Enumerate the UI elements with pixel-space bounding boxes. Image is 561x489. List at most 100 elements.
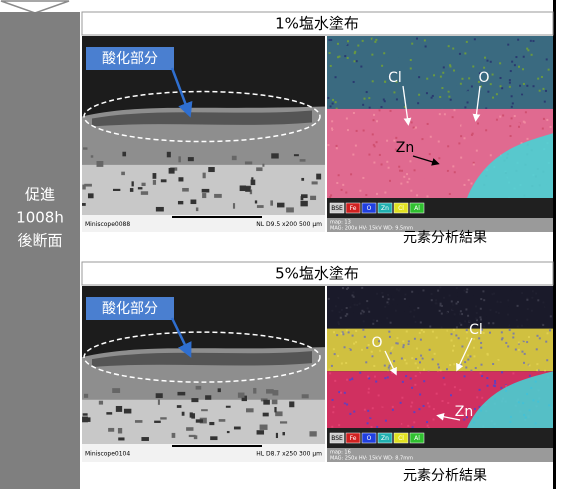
eds-speckle: [419, 332, 421, 334]
eds-speckle: [486, 349, 488, 351]
eds-speckle: [460, 166, 462, 168]
sem-grain: [272, 400, 278, 405]
eds-speckle: [547, 127, 549, 129]
eds-speckle: [386, 140, 388, 142]
eds-speckle: [347, 129, 349, 131]
eds-speckle: [359, 91, 361, 93]
eds-speckle: [444, 361, 446, 363]
eds-speckle: [466, 337, 468, 339]
eds-speckle: [523, 339, 525, 341]
eds-speckle: [453, 363, 455, 365]
eds-speckle: [329, 368, 331, 370]
eds-speckle: [439, 96, 441, 98]
eds-speckle: [432, 358, 434, 360]
eds-speckle: [435, 299, 437, 301]
eds-speckle: [443, 297, 445, 299]
legend-label: Cl: [398, 435, 404, 442]
eds-speckle: [372, 38, 374, 40]
eds-speckle: [500, 368, 502, 370]
eds-speckle: [443, 82, 445, 84]
eds-speckle: [392, 305, 394, 307]
eds-speckle: [527, 49, 529, 51]
eds-speckle: [371, 54, 373, 56]
eds-speckle: [393, 360, 395, 362]
eds-speckle: [336, 147, 338, 149]
eds-speckle: [509, 125, 511, 127]
eds-speckle: [392, 298, 394, 300]
eds-speckle: [524, 353, 526, 355]
eds-speckle: [414, 354, 416, 356]
eds-speckle: [530, 40, 532, 42]
eds-speckle: [523, 83, 525, 85]
eds-speckle: [384, 100, 386, 102]
eds-speckle: [409, 160, 411, 162]
eds-speckle: [342, 287, 344, 289]
sem-grain: [300, 159, 306, 162]
eds-speckle: [368, 311, 370, 313]
eds-speckle: [533, 85, 535, 87]
eds-speckle: [469, 355, 471, 357]
eds-speckle: [392, 296, 394, 298]
sem-grain: [227, 431, 230, 433]
sem-footer-right: NL D9.5 x200 500 μm: [256, 221, 322, 228]
eds-speckle: [533, 36, 535, 38]
eds-speckle: [459, 53, 461, 55]
eds-speckle: [408, 395, 410, 397]
eds-speckle: [500, 301, 502, 303]
eds-speckle: [450, 339, 452, 341]
eds-speckle: [379, 154, 381, 156]
eds-speckle: [492, 322, 494, 324]
eds-speckle: [502, 97, 504, 99]
eds-speckle: [337, 92, 339, 94]
eds-speckle: [358, 365, 360, 367]
eds-speckle: [507, 44, 509, 46]
eds-speckle: [453, 303, 455, 305]
eds-speckle: [460, 180, 462, 182]
eds-speckle: [416, 348, 418, 350]
eds-speckle: [377, 110, 379, 112]
eds-speckle: [354, 60, 356, 62]
eds-speckle: [387, 294, 389, 296]
eds-speckle: [479, 389, 481, 391]
eds-speckle: [493, 385, 495, 387]
eds-speckle: [367, 410, 369, 412]
eds-speckle: [493, 287, 495, 289]
eds-speckle: [355, 341, 357, 343]
eds-speckle: [373, 119, 375, 121]
sem-grain: [309, 431, 316, 436]
eds-speckle: [338, 56, 340, 58]
sem-grain: [208, 167, 215, 172]
eds-speckle: [382, 423, 384, 425]
eds-speckle: [441, 326, 443, 328]
eds-speckle: [407, 323, 409, 325]
eds-speckle: [513, 303, 515, 305]
eds-speckle: [361, 349, 363, 351]
eds-speckle: [486, 377, 488, 379]
eds-speckle: [402, 381, 404, 383]
eds-speckle: [468, 77, 470, 79]
eds-speckle: [336, 298, 338, 300]
eds-speckle: [518, 66, 520, 68]
eds-speckle: [489, 332, 491, 334]
eds-speckle: [433, 74, 435, 76]
eds-speckle: [449, 351, 451, 353]
sem-grain: [312, 181, 318, 184]
eds-speckle: [434, 353, 436, 355]
sem-grain: [238, 393, 245, 398]
eds-speckle: [364, 63, 366, 65]
eds-speckle: [415, 375, 417, 377]
eds-speckle: [408, 178, 410, 180]
eds-speckle: [505, 385, 507, 387]
eds-speckle: [456, 326, 458, 328]
eds-speckle: [440, 76, 442, 78]
eds-speckle: [340, 392, 342, 394]
eds-speckle: [393, 91, 395, 93]
eds-speckle: [434, 295, 436, 297]
eds-speckle: [388, 367, 390, 369]
eds-speckle: [521, 86, 523, 88]
eds-speckle: [414, 384, 416, 386]
eds-speckle: [388, 303, 390, 305]
panel-caption: 元素分析結果: [403, 468, 487, 484]
eds-speckle: [535, 286, 537, 288]
eds-speckle: [371, 351, 373, 353]
